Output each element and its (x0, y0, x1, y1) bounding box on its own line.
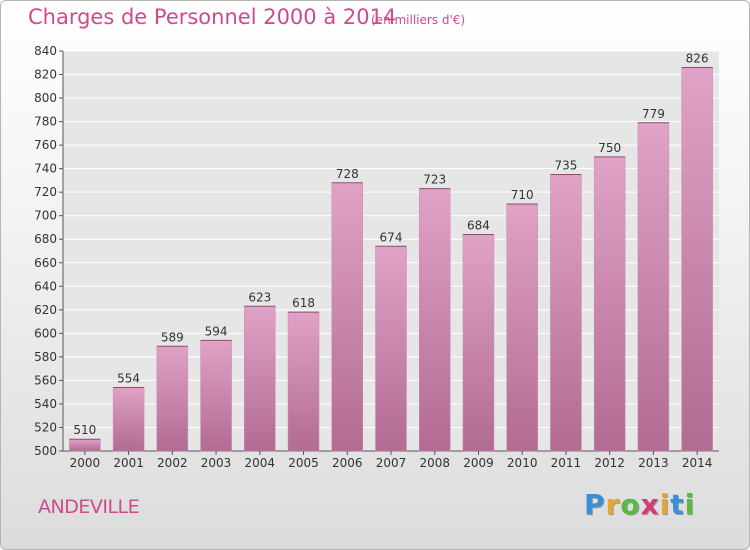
y-tick-label: 620 (34, 303, 57, 317)
bar (462, 234, 495, 452)
data-label: 710 (511, 188, 534, 202)
x-tick-label: 2010 (507, 456, 538, 470)
x-tick-label: 2007 (376, 456, 407, 470)
data-label: 735 (554, 159, 577, 173)
data-label: 779 (642, 107, 665, 121)
data-label: 623 (248, 290, 271, 304)
x-tick-label: 2001 (113, 456, 144, 470)
y-tick-label: 500 (34, 444, 57, 458)
data-label: 728 (336, 167, 359, 181)
logo-letter: i (684, 488, 696, 521)
y-tick-label: 840 (34, 44, 57, 58)
chart-subtitle: (en milliers d'€) (371, 13, 466, 27)
x-tick-label: 2002 (157, 456, 188, 470)
y-tick-label: 540 (34, 397, 57, 411)
bar (200, 340, 232, 452)
logo-letter: r (605, 488, 621, 521)
x-tick-label: 2013 (638, 456, 669, 470)
y-tick-label: 800 (34, 91, 57, 105)
bar (637, 122, 670, 452)
y-tick-label: 780 (34, 115, 57, 129)
data-label: 554 (117, 371, 140, 385)
x-tick-label: 2004 (245, 456, 276, 470)
proxiti-logo: Proxiti (584, 488, 695, 521)
bar (418, 188, 451, 452)
x-tick-label: 2008 (419, 456, 450, 470)
data-label: 684 (467, 219, 490, 233)
bar (331, 182, 364, 452)
x-tick-label: 2014 (682, 456, 713, 470)
x-tick-label: 2003 (201, 456, 232, 470)
logo-letter: i (659, 488, 671, 521)
logo-letter: o (620, 488, 641, 521)
x-tick-label: 2006 (332, 456, 363, 470)
y-tick-label: 520 (34, 420, 57, 434)
y-tick-label: 580 (34, 350, 57, 364)
data-label: 510 (73, 423, 96, 437)
bar (287, 311, 320, 452)
x-tick-label: 2009 (463, 456, 494, 470)
data-label: 674 (380, 230, 403, 244)
bar (69, 438, 101, 452)
bar (156, 346, 189, 452)
x-tick-label: 2005 (288, 456, 319, 470)
y-tick-label: 660 (34, 256, 57, 270)
chart-title: Charges de Personnel 2000 à 2014 (28, 5, 397, 29)
y-tick-label: 820 (34, 68, 57, 82)
x-tick-label: 2012 (594, 456, 625, 470)
logo-letter: P (584, 488, 606, 521)
bar (375, 246, 407, 452)
data-label: 826 (686, 51, 709, 65)
data-label: 618 (292, 296, 315, 310)
bar (506, 203, 538, 452)
bar (550, 174, 582, 452)
x-tick-label: 2011 (551, 456, 582, 470)
data-label: 594 (205, 324, 228, 338)
y-tick-label: 760 (34, 138, 57, 152)
x-tick-label: 2000 (70, 456, 101, 470)
logo-letter: t (670, 488, 685, 521)
commune-name: ANDEVILLE (38, 496, 140, 518)
y-tick-label: 700 (34, 209, 57, 223)
y-tick-label: 720 (34, 185, 57, 199)
data-label: 589 (161, 330, 184, 344)
bar (112, 387, 145, 452)
data-label: 750 (598, 141, 621, 155)
bar (593, 156, 626, 452)
bar (681, 67, 713, 452)
y-tick-label: 560 (34, 373, 57, 387)
y-tick-label: 600 (34, 326, 57, 340)
logo-letter: x (640, 488, 660, 521)
y-tick-label: 740 (34, 162, 57, 176)
bar (244, 306, 276, 452)
y-tick-label: 640 (34, 279, 57, 293)
y-tick-label: 680 (34, 232, 57, 246)
data-label: 723 (423, 173, 446, 187)
